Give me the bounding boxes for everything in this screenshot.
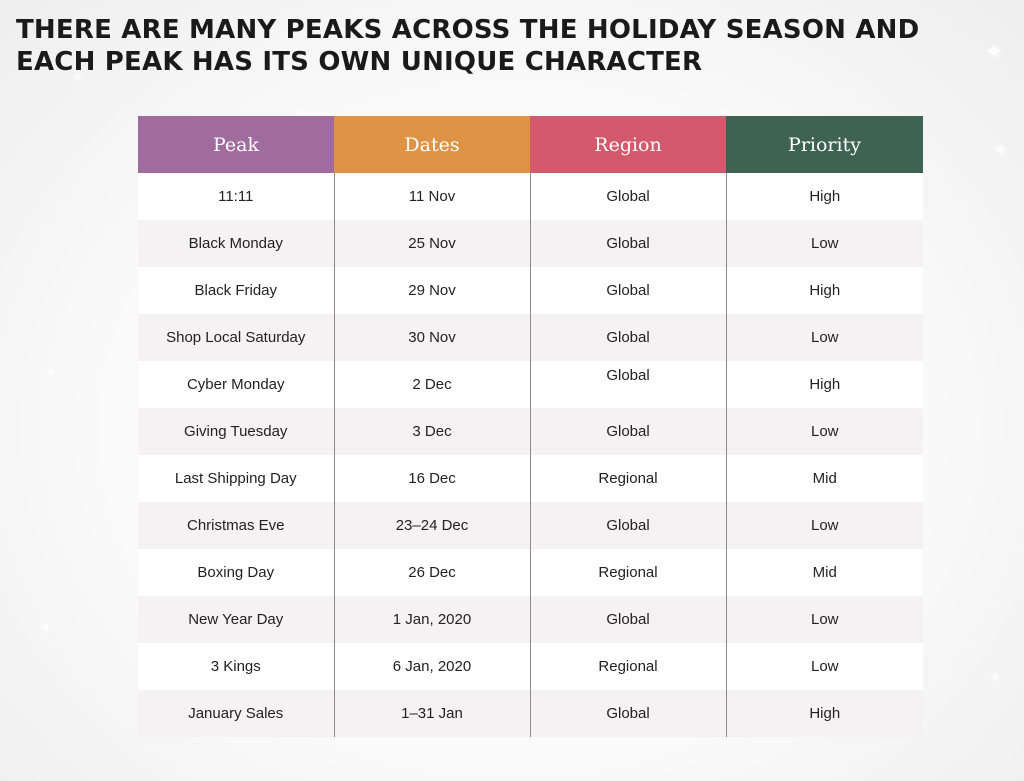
peak-cell: New Year Day bbox=[138, 596, 335, 643]
table-row: 3 Kings 6 Jan, 2020 Regional Low bbox=[138, 643, 923, 690]
dates-cell: 1 Jan, 2020 bbox=[334, 596, 531, 643]
dates-cell: 1–31 Jan bbox=[334, 690, 531, 737]
table-row: Last Shipping Day 16 Dec Regional Mid bbox=[138, 455, 923, 502]
column-header-dates: Dates bbox=[334, 116, 530, 173]
peak-cell: Giving Tuesday bbox=[138, 408, 335, 455]
table-row: January Sales 1–31 Jan Global High bbox=[138, 690, 923, 737]
dates-cell: 11 Nov bbox=[334, 173, 531, 220]
region-cell: Global bbox=[530, 596, 727, 643]
dates-cell: 3 Dec bbox=[334, 408, 531, 455]
priority-cell: High bbox=[726, 267, 923, 314]
peak-cell: 3 Kings bbox=[138, 643, 335, 690]
region-cell: Global bbox=[530, 173, 727, 220]
priority-cell: Low bbox=[726, 596, 923, 643]
table-row: Giving Tuesday 3 Dec Global Low bbox=[138, 408, 923, 455]
peak-cell: Black Friday bbox=[138, 267, 335, 314]
dates-cell: 26 Dec bbox=[334, 549, 531, 596]
priority-cell: Mid bbox=[726, 549, 923, 596]
table-row: Shop Local Saturday 30 Nov Global Low bbox=[138, 314, 923, 361]
table-header-row: Peak Dates Region Priority bbox=[138, 116, 923, 173]
priority-cell: High bbox=[726, 173, 923, 220]
peak-cell: Cyber Monday bbox=[138, 361, 335, 408]
dates-cell: 23–24 Dec bbox=[334, 502, 531, 549]
priority-cell: Low bbox=[726, 314, 923, 361]
region-cell: Regional bbox=[530, 455, 727, 502]
page-title-line-1: THERE ARE MANY PEAKS ACROSS THE HOLIDAY … bbox=[16, 15, 920, 45]
table-row: Black Friday 29 Nov Global High bbox=[138, 267, 923, 314]
sparkle-icon: ✦ bbox=[993, 140, 1009, 161]
region-cell: Global bbox=[530, 267, 727, 314]
dates-cell: 6 Jan, 2020 bbox=[334, 643, 531, 690]
priority-cell: High bbox=[726, 690, 923, 737]
region-cell: Global bbox=[530, 220, 727, 267]
dates-cell: 16 Dec bbox=[334, 455, 531, 502]
priority-cell: Low bbox=[726, 220, 923, 267]
priority-cell: Low bbox=[726, 502, 923, 549]
priority-cell: Low bbox=[726, 408, 923, 455]
table-row: Black Monday 25 Nov Global Low bbox=[138, 220, 923, 267]
priority-cell: High bbox=[726, 361, 923, 408]
peak-cell: Christmas Eve bbox=[138, 502, 335, 549]
table-row: Christmas Eve 23–24 Dec Global Low bbox=[138, 502, 923, 549]
region-cell: Global bbox=[530, 690, 727, 737]
sparkle-icon: ✦ bbox=[985, 40, 1004, 65]
holiday-peaks-table: Peak Dates Region Priority 11:11 11 Nov … bbox=[138, 116, 923, 737]
column-header-peak: Peak bbox=[138, 116, 334, 173]
page-title-line-2: EACH PEAK HAS ITS OWN UNIQUE CHARACTER bbox=[16, 47, 703, 77]
peak-cell: Boxing Day bbox=[138, 549, 335, 596]
dates-cell: 2 Dec bbox=[334, 361, 531, 408]
region-cell: Global bbox=[530, 408, 727, 455]
region-cell: Regional bbox=[530, 643, 727, 690]
region-cell: Global bbox=[530, 361, 727, 408]
sparkle-icon: ✦ bbox=[990, 670, 1002, 686]
peak-cell: Last Shipping Day bbox=[138, 455, 335, 502]
sparkle-icon: ✦ bbox=[40, 620, 52, 636]
peak-cell: Shop Local Saturday bbox=[138, 314, 335, 361]
region-cell: Regional bbox=[530, 549, 727, 596]
page-title: THERE ARE MANY PEAKS ACROSS THE HOLIDAY … bbox=[16, 14, 976, 78]
table-row: Boxing Day 26 Dec Regional Mid bbox=[138, 549, 923, 596]
peak-cell: January Sales bbox=[138, 690, 335, 737]
dates-cell: 25 Nov bbox=[334, 220, 531, 267]
peak-cell: Black Monday bbox=[138, 220, 335, 267]
dates-cell: 30 Nov bbox=[334, 314, 531, 361]
region-cell: Global bbox=[530, 502, 727, 549]
priority-cell: Mid bbox=[726, 455, 923, 502]
table-row: New Year Day 1 Jan, 2020 Global Low bbox=[138, 596, 923, 643]
sparkle-icon: ✦ bbox=[45, 365, 57, 381]
sparkle-icon: ✦ bbox=[72, 70, 84, 86]
peak-cell: 11:11 bbox=[138, 173, 335, 220]
column-header-priority: Priority bbox=[726, 116, 923, 173]
priority-cell: Low bbox=[726, 643, 923, 690]
column-header-region: Region bbox=[530, 116, 726, 173]
table-row: Cyber Monday 2 Dec Global High bbox=[138, 361, 923, 408]
dates-cell: 29 Nov bbox=[334, 267, 531, 314]
region-cell: Global bbox=[530, 314, 727, 361]
table-row: 11:11 11 Nov Global High bbox=[138, 173, 923, 220]
